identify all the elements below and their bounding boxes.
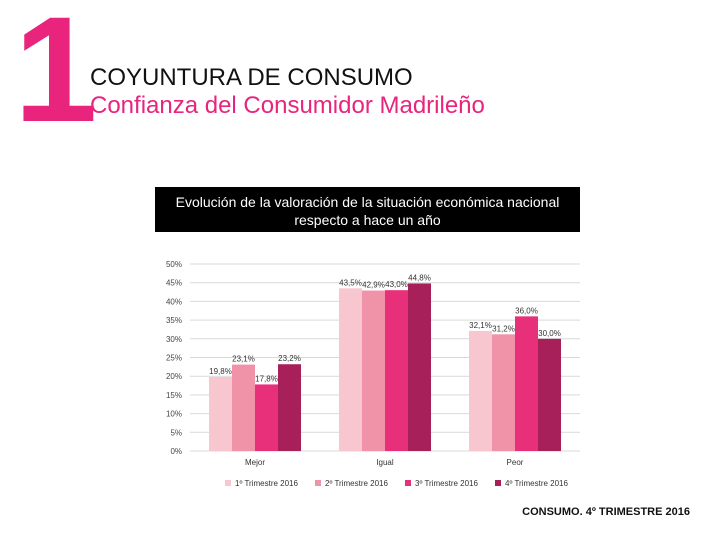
footer-label: CONSUMO. 4º TRIMESTRE 2016 [522,506,690,518]
y-tick-label: 0% [170,447,182,456]
legend-swatch [315,480,321,486]
bar [278,364,301,451]
data-label: 30,0% [538,329,561,338]
data-label: 17,8% [255,374,278,383]
bar [538,338,561,451]
y-tick-label: 30% [166,335,182,344]
bar [209,376,232,451]
bar [385,290,408,451]
data-label: 36,0% [515,306,538,315]
data-label: 23,1% [232,355,255,364]
bar [255,384,278,451]
legend-swatch [225,480,231,486]
data-label: 31,2% [492,324,515,333]
bar [492,334,515,451]
legend-label: 1º Trimestre 2016 [235,479,299,488]
bar-chart: 0% 5% 10% 15% 20% 25% 30% 35% 40% 45% 50% 19,8%23,1… [166,260,580,488]
y-tick-label: 25% [166,354,182,363]
bar [515,316,538,451]
bar [232,364,255,451]
chart-title: Evolución de la valoración de la situaci… [155,187,580,232]
data-label: 44,8% [408,273,431,282]
y-tick-label: 5% [170,428,182,437]
y-tick-label: 15% [166,391,182,400]
y-tick-label: 40% [166,297,182,306]
chart-title-line-1: Evolución de la valoración de la situaci… [175,194,560,210]
x-tick-label: Peor [507,458,524,467]
data-label: 19,8% [209,367,232,376]
page-subtitle: Confianza del Consumidor Madrileño [90,92,485,119]
x-tick-label: Igual [376,458,394,467]
y-tick-label: 10% [166,410,182,419]
bar [339,288,362,451]
section-number: 1 [14,0,97,153]
chart-title-line-2: respecto a hace un año [294,212,441,228]
legend-label: 2º Trimestre 2016 [325,479,389,488]
data-label: 32,1% [469,321,492,330]
bar [408,283,431,451]
x-tick-label: Mejor [245,458,265,467]
legend-swatch [495,480,501,486]
legend-label: 3º Trimestre 2016 [415,479,479,488]
bar [469,330,492,451]
bar [362,290,385,451]
data-label: 43,5% [339,278,362,287]
page-title: COYUNTURA DE CONSUMO [90,64,413,91]
y-tick-label: 45% [166,279,182,288]
data-label: 43,0% [385,280,408,289]
data-label: 23,2% [278,354,301,363]
y-tick-label: 50% [166,260,182,269]
data-label: 42,9% [362,281,385,290]
y-tick-label: 20% [166,372,182,381]
y-tick-label: 35% [166,316,182,325]
legend-swatch [405,480,411,486]
legend-label: 4º Trimestre 2016 [505,479,569,488]
